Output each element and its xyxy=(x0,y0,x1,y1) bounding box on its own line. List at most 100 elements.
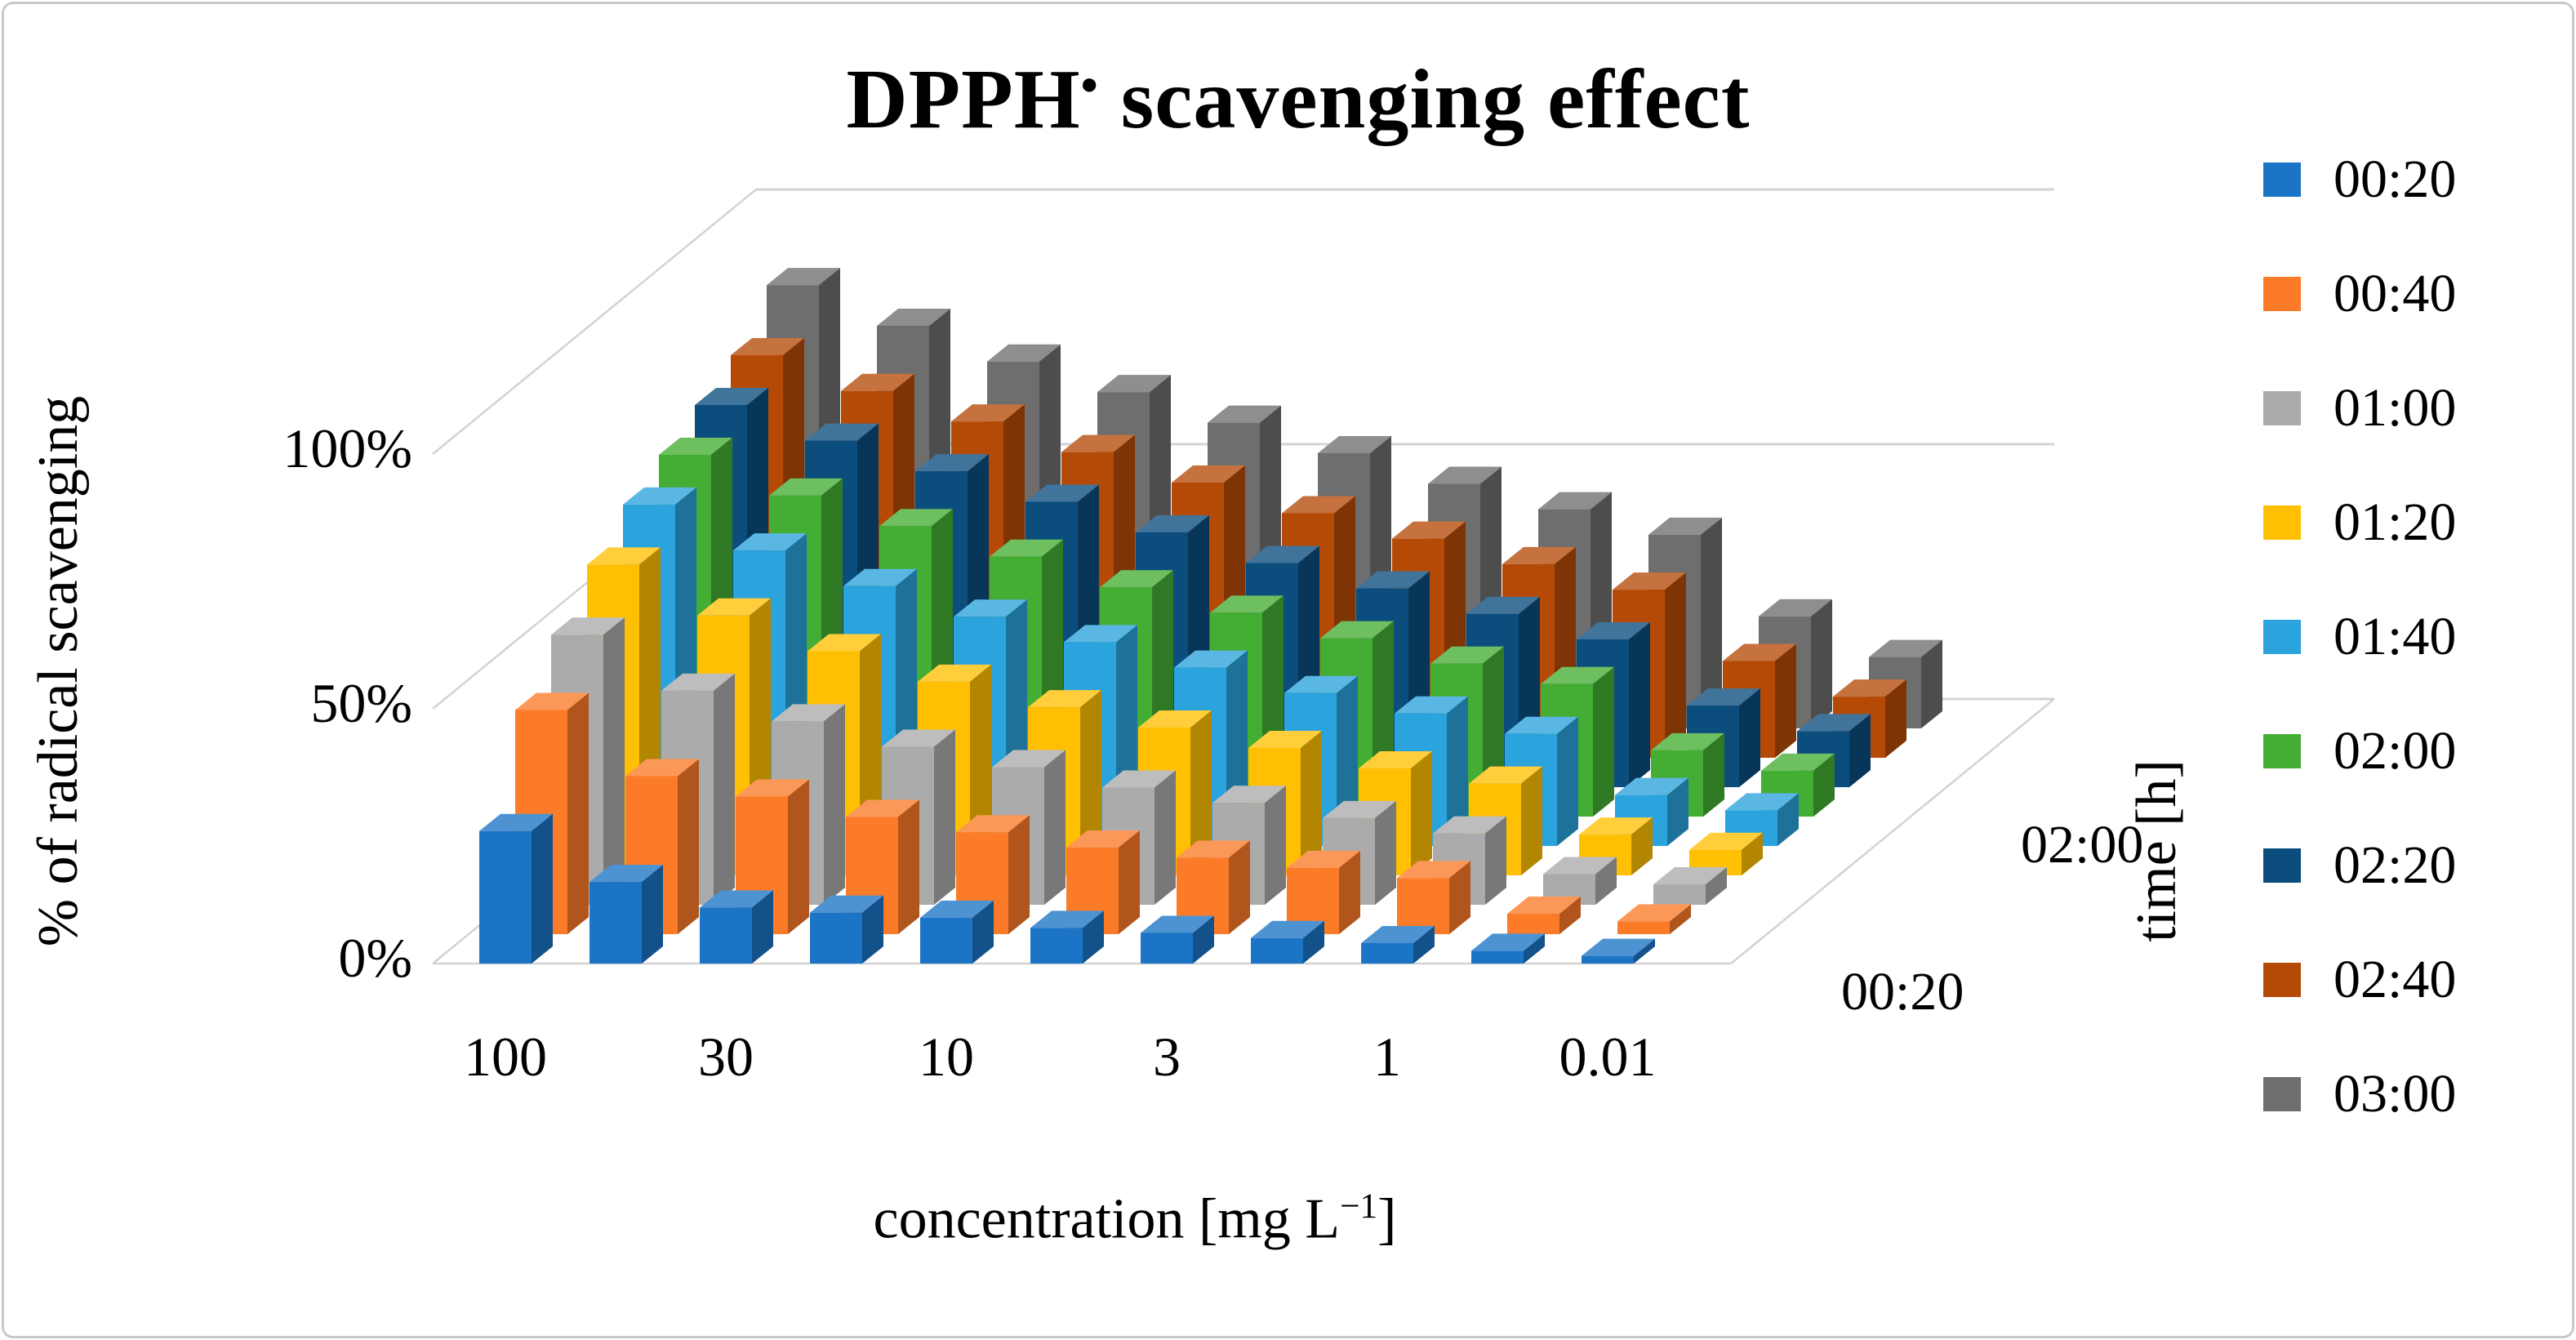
bar-0140-cat9-side[interactable] xyxy=(1667,777,1688,846)
bar-0300-cat10-side[interactable] xyxy=(1921,639,1942,728)
bar-0020-cat3[interactable] xyxy=(810,912,862,964)
bar-0120-cat4-side[interactable] xyxy=(1080,690,1101,875)
bar-0120-cat6-top[interactable] xyxy=(1248,731,1322,748)
bar-0100-cat8-top[interactable] xyxy=(1433,816,1506,834)
bar-0020-cat1-side[interactable] xyxy=(642,865,663,964)
bar-0220-cat6-top[interactable] xyxy=(1356,571,1430,589)
bar-0140-cat10-top[interactable] xyxy=(1725,793,1799,811)
bar-0140-cat0-top[interactable] xyxy=(623,487,696,505)
bar-0040-cat2-side[interactable] xyxy=(788,779,809,934)
bar-0200-cat10-top[interactable] xyxy=(1761,753,1835,771)
bar-0020-cat3-top[interactable] xyxy=(810,895,883,913)
bar-0200-cat3-top[interactable] xyxy=(990,539,1063,557)
bar-0300-cat10-top[interactable] xyxy=(1869,639,1942,657)
bar-0120-cat8-top[interactable] xyxy=(1469,766,1542,784)
bar-0240-cat10-side[interactable] xyxy=(1885,679,1906,758)
bar-0100-cat0-top[interactable] xyxy=(551,617,625,635)
bar-0100-cat10-side[interactable] xyxy=(1706,867,1727,905)
bar-0040-cat8[interactable] xyxy=(1397,878,1449,934)
bar-0100-cat9-side[interactable] xyxy=(1595,857,1617,905)
bar-0100-cat5-side[interactable] xyxy=(1155,770,1176,905)
legend-item-0300[interactable]: 03:00 xyxy=(2263,1037,2565,1151)
bar-0040-cat6[interactable] xyxy=(1177,857,1229,934)
bar-0300-cat8-top[interactable] xyxy=(1648,517,1722,535)
legend-item-0100[interactable]: 01:00 xyxy=(2263,351,2565,465)
bar-0040-cat6-side[interactable] xyxy=(1229,840,1250,934)
bar-0020-cat7[interactable] xyxy=(1251,937,1303,964)
bar-0120-cat5-side[interactable] xyxy=(1190,710,1212,875)
bar-0120-cat7-top[interactable] xyxy=(1359,750,1432,768)
bar-0220-cat5-top[interactable] xyxy=(1246,545,1319,563)
bar-0020-cat7-side[interactable] xyxy=(1303,920,1324,964)
bar-0240-cat9-side[interactable] xyxy=(1775,643,1796,758)
bar-0100-cat3-top[interactable] xyxy=(882,729,955,747)
bar-0100-cat6-side[interactable] xyxy=(1265,786,1286,905)
bar-0140-cat9-top[interactable] xyxy=(1615,777,1688,795)
bar-0040-cat8-top[interactable] xyxy=(1397,861,1470,879)
bar-0040-cat5-top[interactable] xyxy=(1066,830,1140,848)
legend-item-0240[interactable]: 02:40 xyxy=(2263,923,2565,1037)
legend-item-0120[interactable]: 01:20 xyxy=(2263,465,2565,580)
bar-0100-cat2-top[interactable] xyxy=(772,704,845,722)
bar-0300-cat2-top[interactable] xyxy=(987,344,1061,362)
bar-0220-cat10-top[interactable] xyxy=(1797,714,1871,732)
bar-0020-cat5-side[interactable] xyxy=(1083,910,1104,964)
bar-0200-cat5-top[interactable] xyxy=(1210,595,1284,613)
bar-0300-cat9-top[interactable] xyxy=(1759,599,1832,617)
bar-0020-cat6-top[interactable] xyxy=(1141,915,1214,933)
bar-0040-cat7-side[interactable] xyxy=(1339,850,1360,934)
bar-0100-cat0-side[interactable] xyxy=(603,617,625,905)
bar-0020-cat3-side[interactable] xyxy=(862,895,883,964)
bar-0300-cat9-side[interactable] xyxy=(1811,599,1832,728)
bar-0020-cat9-side[interactable] xyxy=(1524,933,1545,964)
bar-0200-cat9-side[interactable] xyxy=(1703,732,1724,817)
bar-0120-cat2-top[interactable] xyxy=(808,634,881,652)
bar-0140-cat8-top[interactable] xyxy=(1505,716,1578,734)
bar-0200-cat4-top[interactable] xyxy=(1100,570,1173,588)
bar-0120-cat9-side[interactable] xyxy=(1631,817,1653,875)
bar-0100-cat4-side[interactable] xyxy=(1044,750,1066,905)
bar-0040-cat9-top[interactable] xyxy=(1507,897,1581,915)
bar-0020-cat9-top[interactable] xyxy=(1471,933,1545,951)
bar-0140-cat7-top[interactable] xyxy=(1395,696,1468,714)
bar-0240-cat9-top[interactable] xyxy=(1723,643,1796,661)
bar-0020-cat7-top[interactable] xyxy=(1251,920,1324,938)
bar-0040-cat0-side[interactable] xyxy=(567,692,589,934)
bar-0100-cat9-top[interactable] xyxy=(1543,857,1617,875)
bar-0220-cat10-side[interactable] xyxy=(1849,714,1871,787)
bar-0240-cat3-top[interactable] xyxy=(1061,434,1135,452)
bar-0020-cat0-side[interactable] xyxy=(532,813,553,964)
bar-0240-cat0-top[interactable] xyxy=(731,338,804,356)
bar-0220-cat9-top[interactable] xyxy=(1687,688,1760,706)
bar-0300-cat6-top[interactable] xyxy=(1428,466,1502,484)
bar-0020-cat2-side[interactable] xyxy=(752,890,773,964)
bar-0040-cat4-top[interactable] xyxy=(956,815,1030,833)
bar-0020-cat4-top[interactable] xyxy=(920,900,994,918)
bar-0200-cat6-top[interactable] xyxy=(1320,621,1394,639)
bar-0300-cat1-top[interactable] xyxy=(877,309,950,327)
bar-0240-cat6-top[interactable] xyxy=(1392,521,1466,539)
bar-0040-cat9[interactable] xyxy=(1507,914,1559,934)
bar-0220-cat8-side[interactable] xyxy=(1629,622,1650,787)
bar-0040-cat1-top[interactable] xyxy=(625,759,699,777)
bar-0200-cat7-top[interactable] xyxy=(1430,646,1504,664)
bar-0040-cat8-side[interactable] xyxy=(1449,861,1470,934)
bar-0120-cat6-side[interactable] xyxy=(1301,731,1322,875)
bar-0220-cat9-side[interactable] xyxy=(1739,688,1760,787)
bar-0200-cat8-side[interactable] xyxy=(1593,666,1614,817)
bar-0100-cat4-top[interactable] xyxy=(992,750,1066,768)
bar-0020-cat6-side[interactable] xyxy=(1193,915,1214,964)
bar-0220-cat8-top[interactable] xyxy=(1577,622,1650,640)
bar-0120-cat8-side[interactable] xyxy=(1521,766,1542,875)
bar-0020-cat6[interactable] xyxy=(1141,933,1193,964)
bar-0240-cat5-top[interactable] xyxy=(1282,496,1355,514)
bar-0020-cat5-top[interactable] xyxy=(1030,910,1104,928)
bar-0240-cat7-top[interactable] xyxy=(1502,546,1576,564)
bar-0040-cat7-top[interactable] xyxy=(1287,850,1360,868)
bar-0040-cat7[interactable] xyxy=(1287,867,1339,934)
bar-0040-cat10-top[interactable] xyxy=(1617,904,1691,922)
bar-0020-cat0[interactable] xyxy=(479,830,532,964)
bar-0040-cat2-top[interactable] xyxy=(736,779,809,797)
bar-0040-cat4-side[interactable] xyxy=(1008,815,1030,934)
legend-item-0140[interactable]: 01:40 xyxy=(2263,580,2565,694)
